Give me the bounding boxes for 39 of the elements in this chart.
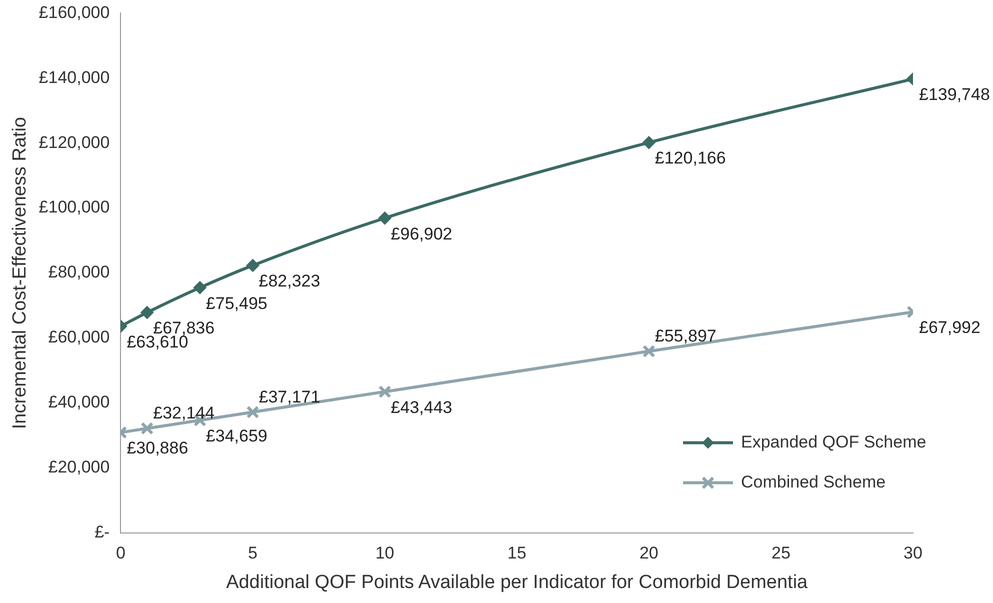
data-label: £96,902 bbox=[390, 224, 452, 244]
point bbox=[140, 422, 154, 435]
x-tick-label: 25 bbox=[771, 544, 790, 563]
x-tick-label: 10 bbox=[375, 544, 394, 563]
point bbox=[246, 258, 260, 272]
x-tick-label: 30 bbox=[904, 544, 922, 563]
y-tick-label: £120,000 bbox=[38, 132, 110, 152]
x-tick-label: 15 bbox=[507, 544, 526, 563]
y-tick-label: £160,000 bbox=[38, 2, 110, 22]
data-label: £37,171 bbox=[258, 387, 320, 406]
point bbox=[140, 306, 154, 320]
x-axis-title: Additional QOF Points Available per Indicator for Comorbid Dementia bbox=[226, 572, 808, 593]
point bbox=[378, 385, 392, 398]
x-tick-label: 0 bbox=[116, 544, 126, 563]
point bbox=[193, 281, 206, 294]
y-tick-label: £40,000 bbox=[48, 392, 110, 412]
x-tick-label: 20 bbox=[639, 544, 658, 563]
legend-label: Combined Scheme bbox=[741, 472, 886, 492]
data-label: £139,748 bbox=[919, 85, 990, 104]
data-label: £32,144 bbox=[153, 404, 215, 423]
data-label: £75,495 bbox=[206, 294, 268, 313]
data-label: £55,897 bbox=[654, 326, 716, 346]
data-label: £67,992 bbox=[919, 318, 980, 338]
y-axis-title: Incremental Cost-Effectiveness Ratio bbox=[10, 116, 31, 430]
data-label: £43,443 bbox=[390, 398, 452, 417]
data-label: £82,323 bbox=[258, 272, 320, 291]
y-tick-label: £80,000 bbox=[48, 262, 110, 282]
y-tick-label: £- bbox=[94, 522, 110, 542]
data-label: £30,886 bbox=[126, 438, 188, 458]
legend-label: Expanded QOF Scheme bbox=[741, 432, 926, 452]
data-label: £34,659 bbox=[206, 426, 268, 446]
x-tick-label: 5 bbox=[248, 544, 258, 563]
point bbox=[246, 406, 260, 419]
data-label: £120,166 bbox=[654, 148, 726, 168]
y-tick-label: £140,000 bbox=[38, 68, 110, 87]
y-tick-label: £100,000 bbox=[38, 198, 110, 217]
y-tick-label: £20,000 bbox=[48, 458, 110, 477]
point bbox=[378, 212, 392, 225]
y-tick-label: £60,000 bbox=[48, 328, 110, 347]
